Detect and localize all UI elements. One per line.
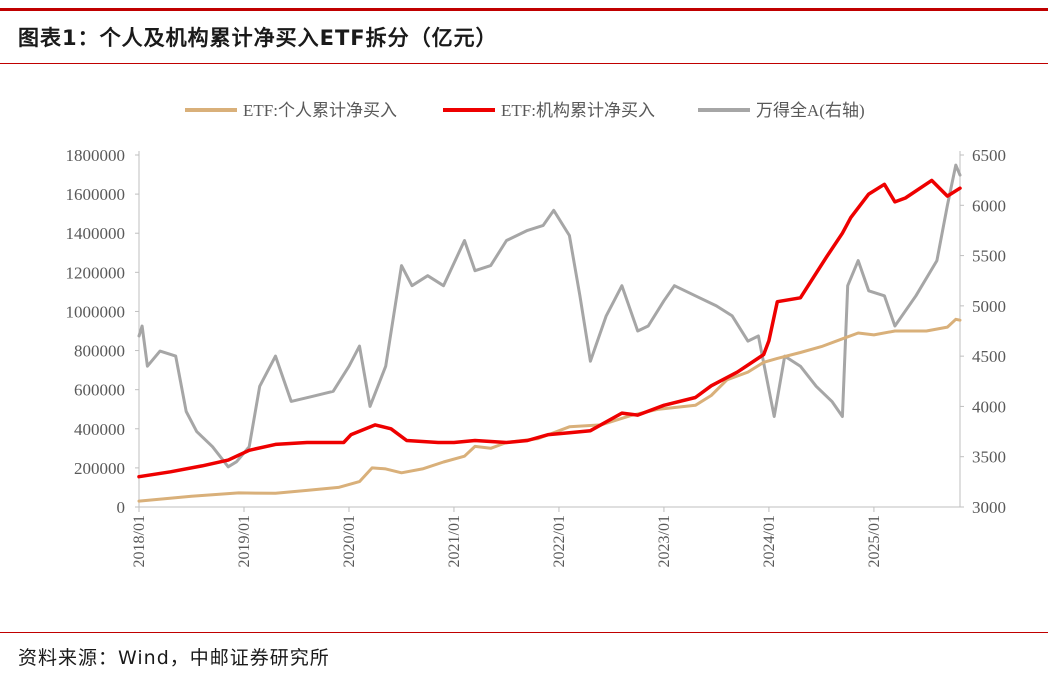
y-left-tick-label: 0 bbox=[117, 498, 126, 517]
data-source: 资料来源：Wind，中邮证券研究所 bbox=[18, 647, 330, 669]
series-line-2 bbox=[137, 178, 962, 479]
legend-label-2: ETF:机构累计净买入 bbox=[501, 101, 655, 120]
x-tick-label: 2021/01 bbox=[446, 515, 463, 567]
y-left-tick-label: 1800000 bbox=[66, 146, 126, 165]
header-accent-bar bbox=[0, 8, 1048, 11]
y-right-tick-label: 4000 bbox=[972, 397, 1006, 416]
x-tick-label: 2018/01 bbox=[131, 515, 148, 567]
x-tick-label: 2019/01 bbox=[236, 515, 253, 567]
chart-legend: ETF:个人累计净买入 ETF:机构累计净买入 万得全A(右轴) bbox=[185, 101, 865, 120]
y-right-tick-label: 6000 bbox=[972, 196, 1006, 215]
y-left-tick-label: 1200000 bbox=[66, 263, 126, 282]
x-tick-label: 2023/01 bbox=[656, 515, 673, 567]
y-left-tick-label: 800000 bbox=[74, 342, 125, 361]
x-tick-label: 2025/01 bbox=[866, 515, 883, 567]
y-left-tick-label: 1000000 bbox=[66, 302, 126, 321]
chart-area: ETF:个人累计净买入 ETF:机构累计净买入 万得全A(右轴) 0 200000 40… bbox=[66, 101, 1007, 567]
y-right-tick-label: 3500 bbox=[972, 448, 1006, 467]
y-left-tick-label: 200000 bbox=[74, 459, 125, 478]
x-tick-label: 2020/01 bbox=[341, 515, 358, 567]
x-tick-label: 2024/01 bbox=[761, 515, 778, 567]
y-left-tick-label: 600000 bbox=[74, 381, 125, 400]
chart-axes: 0 200000 400000 600000 800000 1000000 1200000 1… bbox=[66, 146, 1007, 567]
y-left-tick-label: 1400000 bbox=[66, 224, 126, 243]
series-line-3 bbox=[137, 163, 962, 469]
legend-label-3: 万得全A(右轴) bbox=[756, 101, 865, 120]
y-right-tick-label: 4500 bbox=[972, 347, 1006, 366]
source-divider bbox=[0, 632, 1048, 633]
chart-series bbox=[137, 163, 962, 503]
x-tick-label: 2022/01 bbox=[551, 515, 568, 567]
y-right-tick-label: 3000 bbox=[972, 498, 1006, 517]
title-divider bbox=[0, 63, 1048, 64]
y-left-tick-label: 400000 bbox=[74, 420, 125, 439]
y-right-tick-label: 6500 bbox=[972, 146, 1006, 165]
legend-label-1: ETF:个人累计净买入 bbox=[243, 101, 397, 120]
y-left-tick-label: 1600000 bbox=[66, 185, 126, 204]
chart-title: 图表1：个人及机构累计净买入ETF拆分（亿元） bbox=[18, 26, 498, 50]
y-right-tick-label: 5500 bbox=[972, 247, 1006, 266]
y-right-tick-label: 5000 bbox=[972, 297, 1006, 316]
